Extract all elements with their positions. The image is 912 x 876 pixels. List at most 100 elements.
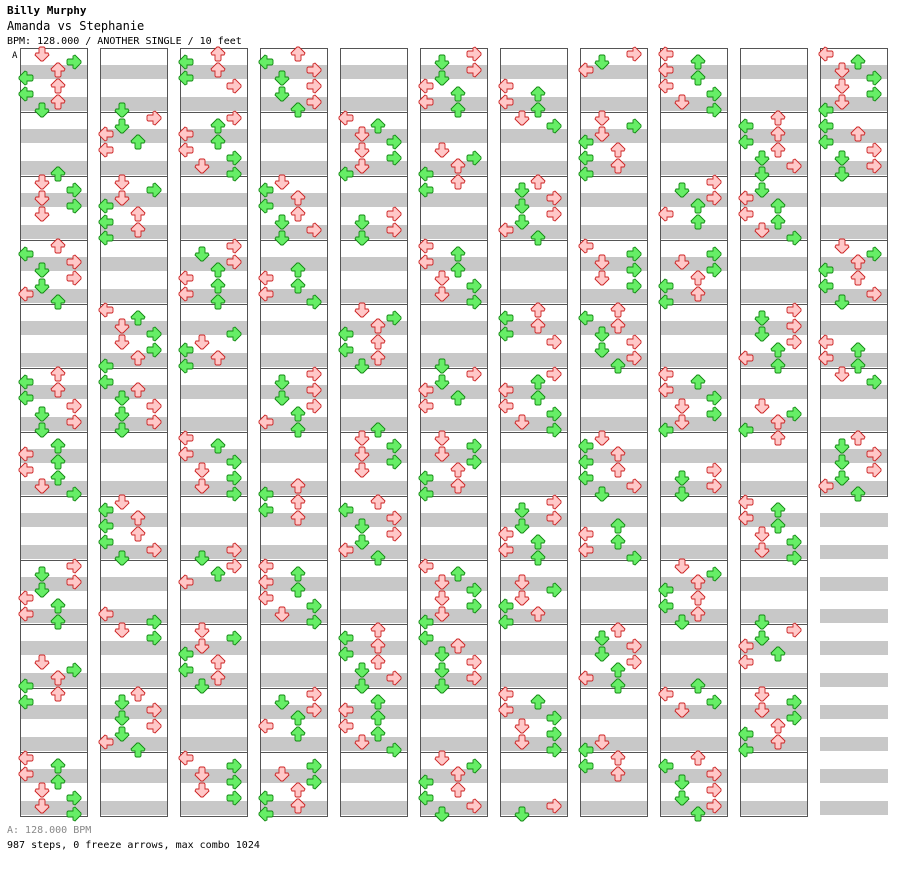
arrow-right-icon <box>706 782 722 798</box>
beat-stripe <box>500 609 568 623</box>
arrow-right-icon <box>626 334 642 350</box>
beat-stripe <box>820 385 888 399</box>
beat-stripe <box>100 193 168 207</box>
arrow-down-icon <box>354 142 370 158</box>
beat-stripe <box>420 385 488 399</box>
arrow-down-icon <box>754 398 770 414</box>
beat-stripe <box>100 801 168 815</box>
beat-stripe <box>660 513 728 527</box>
beat-stripe <box>260 737 328 751</box>
arrow-left-icon <box>658 686 674 702</box>
arrow-up-icon <box>610 622 626 638</box>
beat-stripe <box>660 449 728 463</box>
arrow-up-icon <box>770 142 786 158</box>
beat-stripe <box>740 449 808 463</box>
measure-box <box>580 752 648 817</box>
beat-stripe <box>340 161 408 175</box>
arrow-right-icon <box>306 366 322 382</box>
arrow-right-icon <box>306 78 322 94</box>
beat-stripe <box>420 193 488 207</box>
arrow-up-icon <box>50 78 66 94</box>
arrow-left-icon <box>258 718 274 734</box>
beat-stripe <box>820 577 888 591</box>
beat-stripe <box>340 257 408 271</box>
beat-stripe <box>660 705 728 719</box>
arrow-down-icon <box>354 302 370 318</box>
beat-stripe <box>420 641 488 655</box>
bpm-marker: A <box>12 51 18 61</box>
beat-stripe <box>420 161 488 175</box>
beat-stripe <box>740 65 808 79</box>
arrow-right-icon <box>546 494 562 510</box>
arrow-down-icon <box>114 494 130 510</box>
beat-stripe <box>180 65 248 79</box>
beat-stripe <box>660 673 728 687</box>
step-statistics: 987 steps, 0 freeze arrows, max combo 10… <box>7 840 260 851</box>
beat-stripe <box>820 353 888 367</box>
measure-box <box>100 752 168 817</box>
arrow-right-icon <box>66 270 82 286</box>
measure-box <box>660 752 728 817</box>
arrow-left-icon <box>418 398 434 414</box>
beat-stripe <box>100 577 168 591</box>
arrow-down-icon <box>754 686 770 702</box>
arrow-right-icon <box>146 398 162 414</box>
arrow-left-icon <box>178 750 194 766</box>
beat-stripe <box>20 673 88 687</box>
beat-stripe <box>580 609 648 623</box>
arrow-up-icon <box>530 174 546 190</box>
arrow-left-icon <box>498 78 514 94</box>
arrow-up-icon <box>370 622 386 638</box>
beat-stripe <box>180 129 248 143</box>
beat-stripe <box>740 385 808 399</box>
arrow-down-icon <box>434 590 450 606</box>
beat-stripe <box>180 673 248 687</box>
arrow-up-icon <box>290 206 306 222</box>
beat-stripe <box>820 737 888 751</box>
arrow-up-icon <box>130 686 146 702</box>
arrow-left-icon <box>738 494 754 510</box>
arrow-left-icon <box>338 718 354 734</box>
arrow-left-icon <box>338 110 354 126</box>
arrow-left-icon <box>178 270 194 286</box>
beat-stripe <box>740 97 808 111</box>
bpm-summary: A: 128.000 BPM <box>7 825 92 836</box>
beat-stripe <box>420 609 488 623</box>
beat-stripe <box>20 129 88 143</box>
beat-stripe <box>580 769 648 783</box>
arrow-right-icon <box>626 46 642 62</box>
arrow-right-icon <box>226 110 242 126</box>
measure-box <box>340 752 408 817</box>
arrow-right-icon <box>306 398 322 414</box>
arrow-down-icon <box>674 398 690 414</box>
arrow-up-icon <box>370 654 386 670</box>
beat-stripe <box>260 673 328 687</box>
beat-stripe <box>820 705 888 719</box>
beat-stripe <box>100 97 168 111</box>
beat-stripe <box>660 129 728 143</box>
arrow-left-icon <box>658 78 674 94</box>
beat-stripe <box>740 289 808 303</box>
beat-stripe <box>500 481 568 495</box>
chart-column <box>180 48 248 817</box>
beat-stripe <box>820 641 888 655</box>
arrow-left-icon <box>18 750 34 766</box>
beat-stripe <box>260 577 328 591</box>
beat-stripe <box>340 609 408 623</box>
beat-stripe <box>660 161 728 175</box>
arrow-up-icon <box>610 302 626 318</box>
arrow-left-icon <box>418 238 434 254</box>
beat-stripe <box>340 97 408 111</box>
arrow-down-icon <box>514 110 530 126</box>
arrow-left-icon <box>498 686 514 702</box>
arrow-right-icon <box>546 206 562 222</box>
beat-stripe <box>820 801 888 815</box>
beat-stripe <box>420 353 488 367</box>
beat-stripe <box>260 193 328 207</box>
arrow-up-icon <box>370 494 386 510</box>
beat-stripe <box>580 737 648 751</box>
beat-stripe <box>20 769 88 783</box>
arrow-down-icon <box>194 782 210 798</box>
arrow-right-icon <box>546 366 562 382</box>
beat-stripe <box>500 641 568 655</box>
